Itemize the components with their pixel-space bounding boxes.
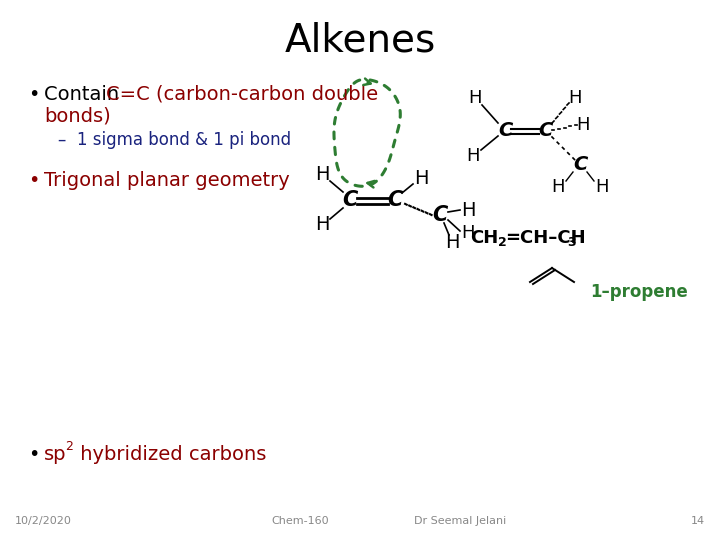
Text: 10/2/2020: 10/2/2020	[15, 516, 72, 526]
Text: –  1 sigma bond & 1 pi bond: – 1 sigma bond & 1 pi bond	[58, 131, 291, 149]
Text: H: H	[576, 116, 590, 134]
Text: H: H	[552, 178, 564, 196]
Text: H: H	[315, 215, 329, 234]
Text: C: C	[432, 205, 448, 225]
Text: H: H	[467, 147, 480, 165]
Text: CH: CH	[470, 229, 498, 247]
Text: Dr Seemal Jelani: Dr Seemal Jelani	[414, 516, 506, 526]
Text: C: C	[387, 190, 402, 210]
Text: C=C (carbon-carbon double: C=C (carbon-carbon double	[106, 85, 378, 104]
Text: =CH–CH: =CH–CH	[505, 229, 585, 247]
Text: sp: sp	[44, 445, 66, 464]
Text: •: •	[28, 171, 40, 190]
Text: 2: 2	[498, 237, 507, 249]
Text: C: C	[538, 120, 552, 139]
Text: H: H	[315, 165, 329, 185]
Text: H: H	[414, 168, 428, 187]
Text: H: H	[462, 224, 474, 242]
Text: Contain: Contain	[44, 85, 125, 104]
Text: 3: 3	[567, 237, 575, 249]
Text: 2: 2	[65, 440, 73, 453]
Text: H: H	[461, 200, 475, 219]
Text: C: C	[573, 156, 587, 174]
Text: •: •	[28, 85, 40, 104]
Text: hybridized carbons: hybridized carbons	[74, 445, 266, 464]
Text: H: H	[445, 233, 459, 253]
Text: bonds): bonds)	[44, 107, 111, 126]
Text: Trigonal planar geometry: Trigonal planar geometry	[44, 171, 289, 190]
Text: C: C	[342, 190, 358, 210]
Text: H: H	[595, 178, 608, 196]
Text: C: C	[498, 120, 512, 139]
Text: Chem-160: Chem-160	[271, 516, 329, 526]
Text: H: H	[468, 89, 482, 107]
Text: 1–propene: 1–propene	[590, 283, 688, 301]
Text: H: H	[568, 89, 582, 107]
Text: •: •	[28, 445, 40, 464]
Text: Alkenes: Alkenes	[284, 22, 436, 60]
Text: 14: 14	[691, 516, 705, 526]
